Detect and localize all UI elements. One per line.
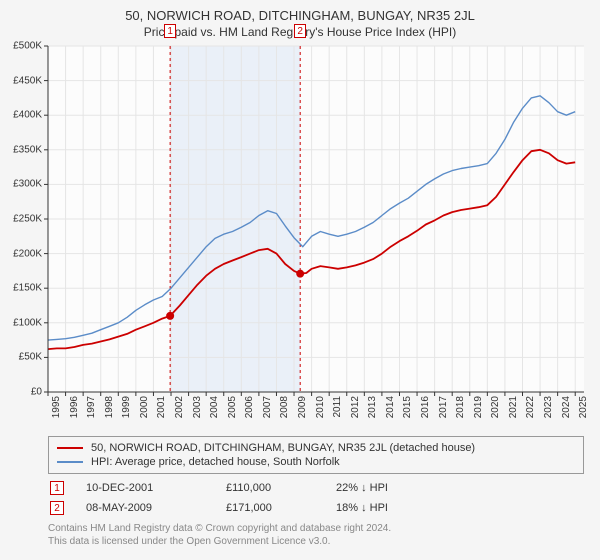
legend-label: 50, NORWICH ROAD, DITCHINGHAM, BUNGAY, N… (91, 442, 475, 454)
x-tick-label: 2013 (367, 396, 378, 418)
chart-svg (48, 46, 584, 392)
y-tick-label: £350K (13, 144, 42, 155)
legend-row: 50, NORWICH ROAD, DITCHINGHAM, BUNGAY, N… (57, 441, 575, 455)
y-tick-label: £450K (13, 75, 42, 86)
x-tick-label: 2011 (332, 396, 343, 418)
x-tick-label: 2008 (279, 396, 290, 418)
x-tick-label: 2015 (402, 396, 413, 418)
x-tick-label: 2019 (473, 396, 484, 418)
x-tick-label: 1999 (121, 396, 132, 418)
x-tick-label: 2014 (385, 396, 396, 418)
x-tick-label: 1995 (51, 396, 62, 418)
x-tick-label: 2024 (561, 396, 572, 418)
y-tick-label: £50K (19, 352, 42, 363)
copyright-line: This data is licensed under the Open Gov… (48, 535, 584, 548)
x-tick-label: 2001 (156, 396, 167, 418)
y-tick-label: £500K (13, 41, 42, 52)
sale-marker-label: 1 (164, 24, 176, 38)
y-tick-label: £250K (13, 214, 42, 225)
sale-events: 1 10-DEC-2001£110,00022% ↓ HPI 2 08-MAY-200… (48, 478, 584, 518)
x-tick-label: 1998 (104, 396, 115, 418)
copyright-line: Contains HM Land Registry data © Crown c… (48, 522, 584, 535)
x-tick-label: 2021 (508, 396, 519, 418)
y-tick-label: £200K (13, 248, 42, 259)
y-axis: £0£50K£100K£150K£200K£250K£300K£350K£400… (0, 46, 46, 392)
x-tick-label: 2006 (244, 396, 255, 418)
x-tick-label: 1997 (86, 396, 97, 418)
x-tick-label: 2003 (192, 396, 203, 418)
y-tick-label: £400K (13, 110, 42, 121)
x-tick-label: 2002 (174, 396, 185, 418)
x-tick-label: 2016 (420, 396, 431, 418)
x-axis: 1995 1996 1997 1998 1999 2000 2001 2002 2003 2004… (48, 392, 584, 432)
legend-row: HPI: Average price, detached house, Sout… (57, 455, 575, 469)
legend: 50, NORWICH ROAD, DITCHINGHAM, BUNGAY, N… (48, 436, 584, 474)
sale-marker-icon: 1 (50, 481, 64, 495)
x-tick-label: 1996 (69, 396, 80, 418)
sale-date: 08-MAY-2009 (86, 502, 226, 514)
legend-label: HPI: Average price, detached house, Sout… (91, 456, 340, 468)
x-tick-label: 2025 (578, 396, 589, 418)
x-tick-label: 2018 (455, 396, 466, 418)
legend-swatch (57, 461, 83, 462)
x-tick-label: 2012 (350, 396, 361, 418)
x-tick-label: 2007 (262, 396, 273, 418)
x-tick-label: 2017 (438, 396, 449, 418)
x-tick-label: 2000 (139, 396, 150, 418)
sale-delta: 22% ↓ HPI (336, 482, 456, 494)
x-tick-label: 2004 (209, 396, 220, 418)
sale-delta: 18% ↓ HPI (336, 502, 456, 514)
sale-price: £110,000 (226, 482, 336, 494)
chart-title: 50, NORWICH ROAD, DITCHINGHAM, BUNGAY, N… (0, 0, 600, 23)
sale-row: 1 10-DEC-2001£110,00022% ↓ HPI (48, 478, 584, 498)
y-tick-label: £150K (13, 283, 42, 294)
x-tick-label: 2023 (543, 396, 554, 418)
y-tick-label: £0 (31, 387, 42, 398)
y-tick-label: £300K (13, 179, 42, 190)
x-tick-label: 2020 (490, 396, 501, 418)
x-tick-label: 2022 (525, 396, 536, 418)
sale-price: £171,000 (226, 502, 336, 514)
sale-date: 10-DEC-2001 (86, 482, 226, 494)
sale-row: 2 08-MAY-2009£171,00018% ↓ HPI (48, 498, 584, 518)
copyright: Contains HM Land Registry data © Crown c… (48, 522, 584, 548)
chart-plot-area: 12 (48, 46, 584, 392)
x-tick-label: 2010 (315, 396, 326, 418)
sale-marker-label: 2 (294, 24, 306, 38)
x-tick-label: 2005 (227, 396, 238, 418)
x-tick-label: 2009 (297, 396, 308, 418)
sale-marker-icon: 2 (50, 501, 64, 515)
y-tick-label: £100K (13, 317, 42, 328)
legend-swatch (57, 447, 83, 449)
